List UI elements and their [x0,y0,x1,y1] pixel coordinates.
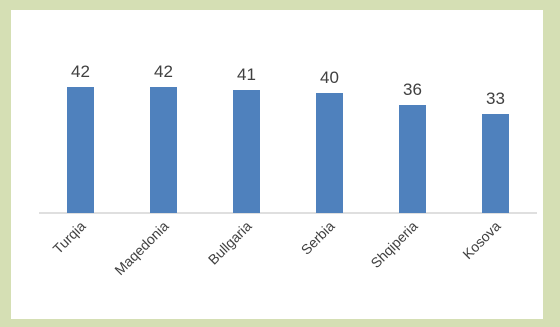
bar-maqedonia [150,87,177,213]
x-tick-label-bullgaria: Bullgaria [205,218,255,268]
x-tick-label-shqiperia: Shqiperia [367,218,420,271]
bar-bullgaria [233,90,260,213]
bars-group [67,87,509,213]
data-label-bullgaria: 41 [237,65,256,84]
x-tick-label-turqia: Turqia [50,218,89,257]
bar-turqia [67,87,94,213]
data-labels-group: 42 42 41 40 36 33 [71,62,505,108]
chart-area: 42 42 41 40 36 33 Turqia Maqedonia Bullgaria Ser… [11,10,543,319]
data-label-serbia: 40 [320,68,339,87]
x-tick-label-kosova: Kosova [459,218,503,262]
bar-chart: 42 42 41 40 36 33 Turqia Maqedonia Bullgaria Ser… [39,62,537,278]
data-label-maqedonia: 42 [154,62,173,81]
bar-kosova [482,114,509,213]
x-tick-label-serbia: Serbia [298,218,338,258]
data-label-turqia: 42 [71,62,90,81]
x-tick-labels-group: Turqia Maqedonia Bullgaria Serbia Shqiperia K… [50,218,504,278]
bar-serbia [316,93,343,213]
data-label-kosova: 33 [486,89,505,108]
bar-shqiperia [399,105,426,213]
data-label-shqiperia: 36 [403,80,422,99]
x-tick-label-maqedonia: Maqedonia [111,218,171,278]
